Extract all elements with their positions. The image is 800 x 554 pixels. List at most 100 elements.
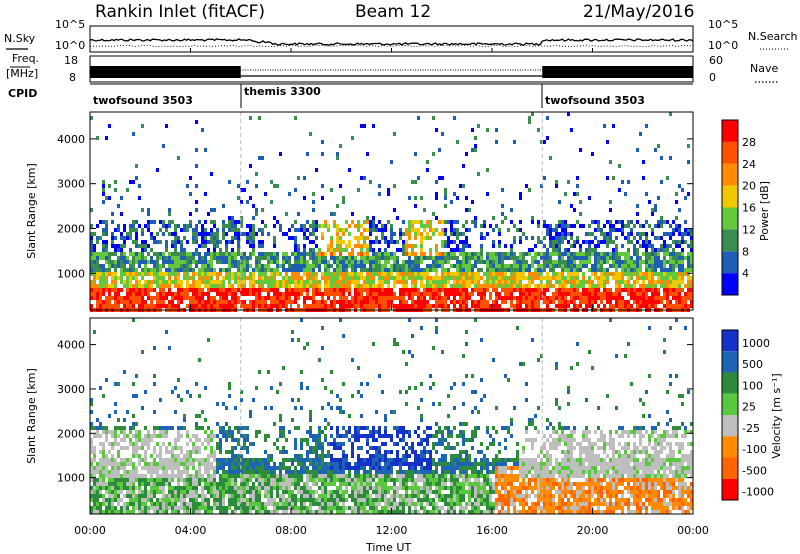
heatmap-cell	[117, 264, 120, 268]
heatmap-cell	[651, 304, 654, 308]
heatmap-cell	[681, 300, 684, 304]
heatmap-cell	[360, 232, 363, 236]
heatmap-cell	[276, 280, 279, 284]
heatmap-cell	[198, 414, 201, 418]
heatmap-cell	[408, 256, 411, 260]
heatmap-cell	[165, 466, 168, 470]
heatmap-cell	[177, 378, 180, 382]
heatmap-cell	[516, 300, 519, 304]
heatmap-cell	[198, 284, 201, 288]
heatmap-cell	[201, 442, 204, 446]
heatmap-cell	[657, 248, 660, 252]
heatmap-cell	[336, 228, 339, 232]
cpid-label: CPID	[8, 87, 37, 100]
heatmap-cell	[480, 224, 483, 228]
heatmap-cell	[513, 296, 516, 300]
heatmap-cell	[294, 260, 297, 264]
heatmap-cell	[627, 288, 630, 292]
heatmap-cell	[213, 498, 216, 502]
heatmap-cell	[363, 304, 366, 308]
heatmap-cell	[471, 304, 474, 308]
heatmap-cell	[594, 260, 597, 264]
heatmap-cell	[147, 442, 150, 446]
heatmap-cell	[150, 502, 153, 506]
heatmap-cell	[315, 446, 318, 450]
heatmap-cell	[240, 200, 243, 204]
heatmap-cell	[153, 304, 156, 308]
heatmap-cell	[189, 462, 192, 466]
heatmap-cell	[471, 268, 474, 272]
heatmap-cell	[264, 296, 267, 300]
heatmap-cell	[156, 442, 159, 446]
heatmap-cell	[204, 232, 207, 236]
heatmap-cell	[552, 264, 555, 268]
heatmap-cell	[381, 236, 384, 240]
heatmap-cell	[234, 478, 237, 482]
heatmap-cell	[90, 268, 93, 272]
heatmap-cell	[585, 296, 588, 300]
heatmap-cell	[252, 216, 255, 220]
heatmap-cell	[450, 272, 453, 276]
heatmap-cell	[633, 280, 636, 284]
heatmap-cell	[222, 236, 225, 240]
heatmap-cell	[393, 268, 396, 272]
heatmap-cell	[171, 450, 174, 454]
heatmap-cell	[573, 192, 576, 196]
heatmap-cell	[129, 474, 132, 478]
heatmap-cell	[477, 252, 480, 256]
heatmap-cell	[300, 284, 303, 288]
heatmap-cell	[135, 296, 138, 300]
heatmap-cell	[339, 236, 342, 240]
heatmap-cell	[147, 296, 150, 300]
heatmap-cell	[324, 272, 327, 276]
heatmap-cell	[153, 426, 156, 430]
heatmap-cell	[222, 280, 225, 284]
heatmap-cell	[630, 256, 633, 260]
heatmap-cell	[231, 284, 234, 288]
heatmap-cell	[219, 426, 222, 430]
heatmap-cell	[228, 478, 231, 482]
heatmap-cell	[456, 220, 459, 224]
heatmap-cell	[600, 292, 603, 296]
heatmap-cell	[633, 296, 636, 300]
heatmap-cell	[135, 288, 138, 292]
heatmap-cell	[408, 252, 411, 256]
heatmap-cell	[375, 260, 378, 264]
heatmap-cell	[528, 280, 531, 284]
heatmap-cell	[291, 458, 294, 462]
heatmap-cell	[405, 264, 408, 268]
heatmap-cell	[96, 300, 99, 304]
heatmap-cell	[303, 304, 306, 308]
heatmap-cell	[213, 454, 216, 458]
heatmap-cell	[309, 510, 312, 514]
heatmap-cell	[465, 288, 468, 292]
heatmap-cell	[402, 260, 405, 264]
heatmap-cell	[561, 264, 564, 268]
heatmap-cell	[258, 256, 261, 260]
heatmap-cell	[246, 236, 249, 240]
heatmap-cell	[399, 300, 402, 304]
heatmap-cell	[432, 256, 435, 260]
heatmap-cell	[144, 390, 147, 394]
heatmap-cell	[180, 498, 183, 502]
heatmap-cell	[528, 292, 531, 296]
heatmap-cell	[186, 478, 189, 482]
heatmap-cell	[378, 256, 381, 260]
heatmap-cell	[138, 252, 141, 256]
heatmap-cell	[420, 296, 423, 300]
heatmap-cell	[222, 260, 225, 264]
heatmap-cell	[309, 248, 312, 252]
heatmap-cell	[543, 268, 546, 272]
heatmap-cell	[150, 506, 153, 510]
heatmap-cell	[183, 494, 186, 498]
heatmap-cell	[462, 272, 465, 276]
heatmap-cell	[300, 510, 303, 514]
heatmap-cell	[579, 292, 582, 296]
heatmap-cell	[165, 260, 168, 264]
heatmap-cell	[636, 256, 639, 260]
heatmap-cell	[177, 458, 180, 462]
heatmap-cell	[111, 284, 114, 288]
heatmap-cell	[225, 430, 228, 434]
heatmap-cell	[267, 478, 270, 482]
heatmap-cell	[438, 292, 441, 296]
